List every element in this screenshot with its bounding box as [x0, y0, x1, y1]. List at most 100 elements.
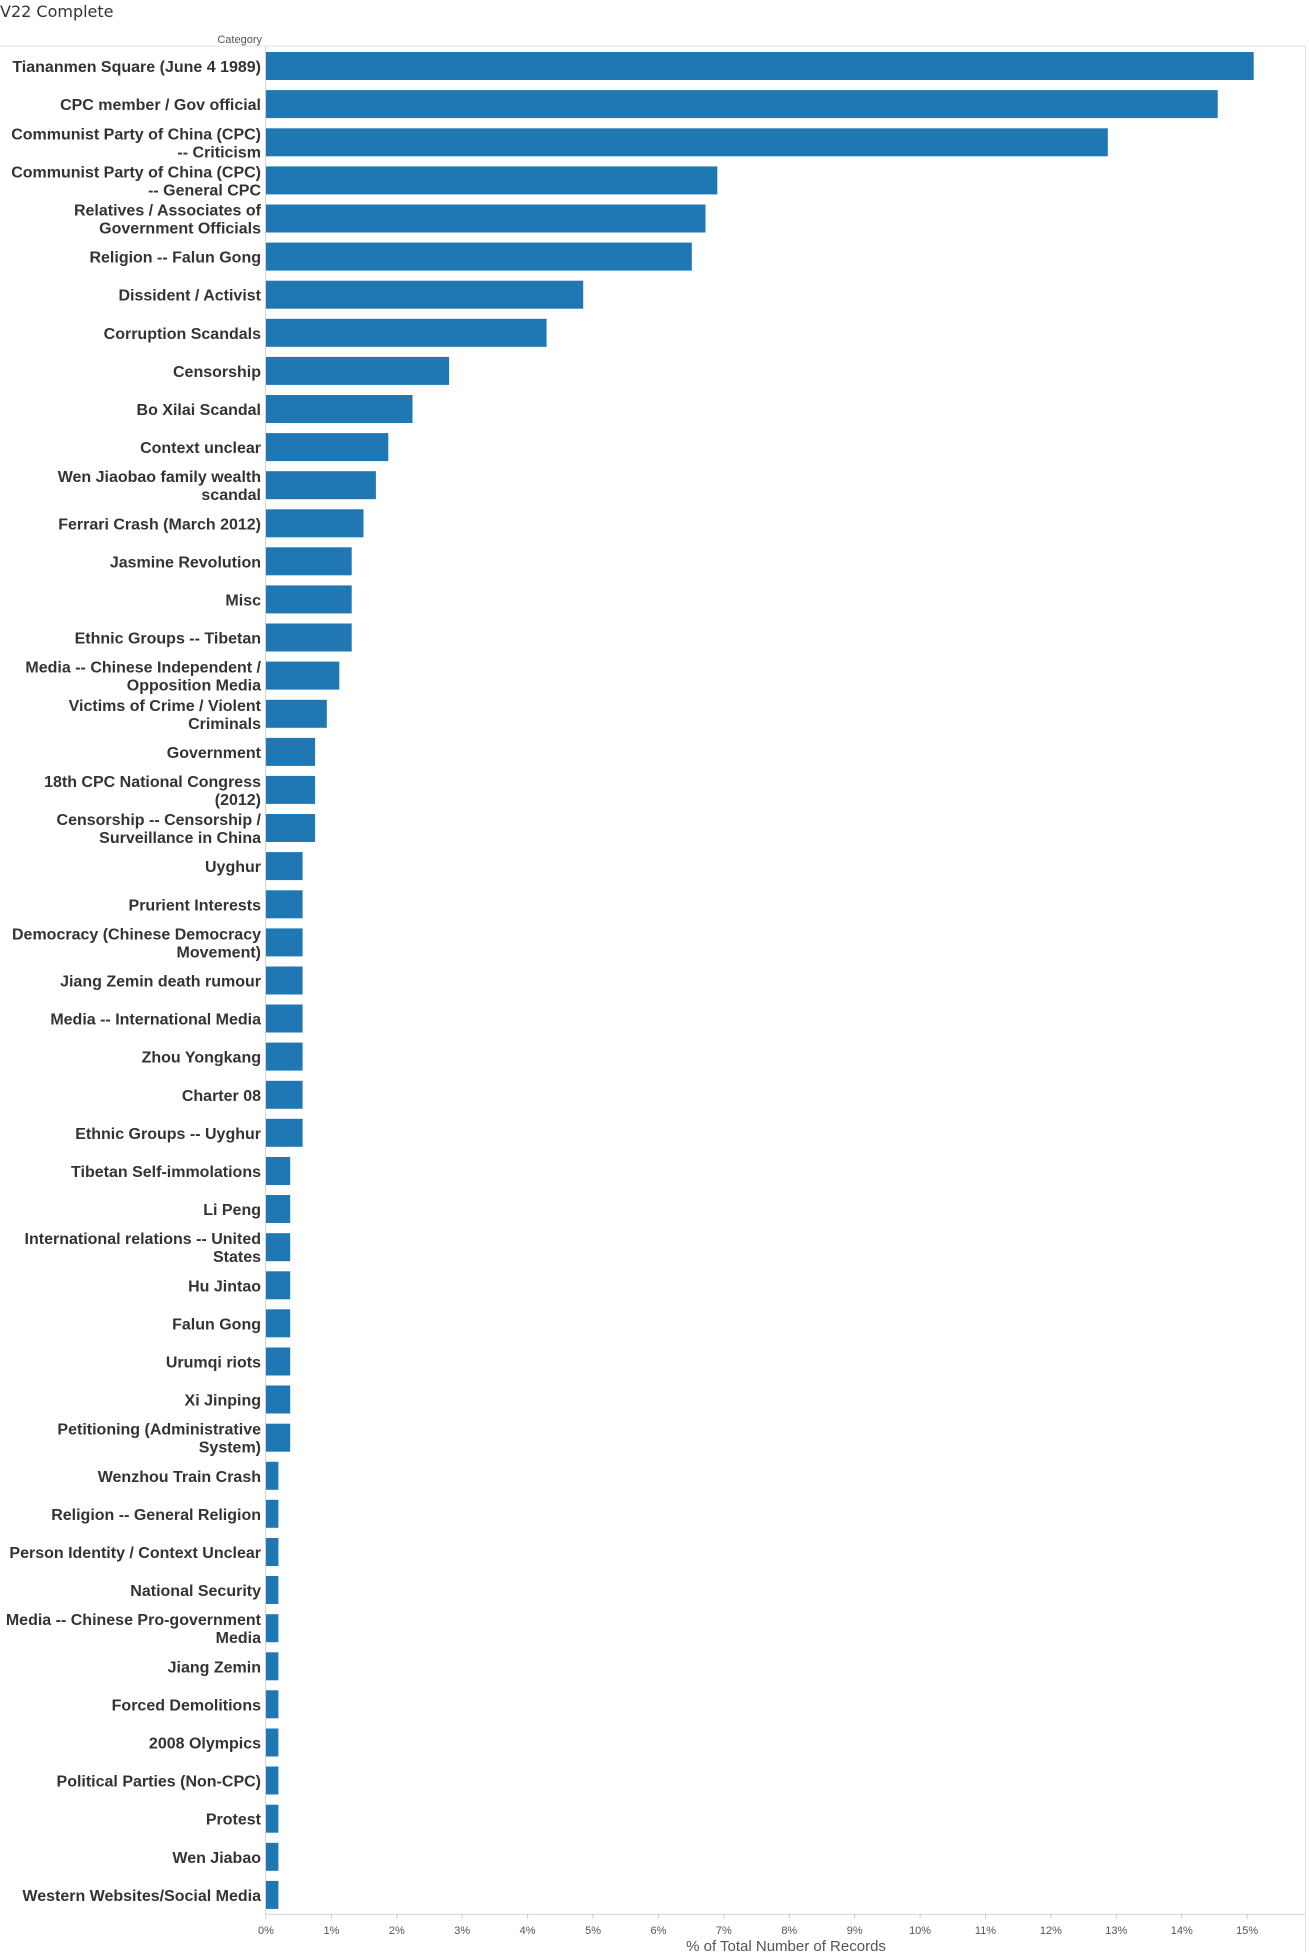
bar[interactable] — [266, 1004, 303, 1033]
category-label: Democracy (Chinese Democracy Movement) — [12, 926, 261, 961]
bar[interactable] — [266, 1309, 291, 1338]
bar[interactable] — [266, 1576, 279, 1604]
bar[interactable] — [266, 52, 1254, 80]
category-label: Victims of Crime / Violent Criminals — [69, 698, 262, 733]
category-label: Communist Party of China (CPC) -- General… — [11, 164, 261, 199]
category-label: 18th CPC National Congress (2012) — [44, 774, 261, 809]
category-label: Western Websites/Social Media — [22, 1888, 261, 1905]
x-tick-label: 10% — [909, 1925, 931, 1937]
x-tick-label: 14% — [1171, 1925, 1193, 1937]
bar[interactable] — [266, 737, 316, 766]
bar[interactable] — [266, 1766, 279, 1795]
category-label: Protest — [206, 1812, 262, 1829]
bar[interactable] — [266, 1842, 279, 1871]
category-label: CPC member / Gov official — [60, 97, 261, 114]
bar[interactable] — [266, 1880, 279, 1909]
category-label: Tiananmen Square (June 4 1989) — [12, 59, 261, 76]
category-label: Censorship -- Censorship / Surveillance i… — [57, 812, 262, 847]
category-label: National Security — [130, 1583, 261, 1600]
category-label: Person Identity / Context Unclear — [9, 1545, 261, 1562]
bar[interactable] — [266, 1080, 303, 1109]
bar[interactable] — [266, 1690, 279, 1719]
bar[interactable] — [266, 1423, 291, 1452]
bar[interactable] — [266, 928, 303, 957]
bar[interactable] — [266, 1652, 279, 1681]
x-tick-label: 15% — [1236, 1925, 1258, 1937]
bar[interactable] — [266, 547, 352, 576]
bar[interactable] — [266, 471, 376, 500]
bar[interactable] — [266, 90, 1218, 119]
bar[interactable] — [266, 204, 706, 233]
category-label: International relations -- United States — [25, 1231, 262, 1266]
x-tick-label: 0% — [258, 1925, 274, 1937]
category-label: Urumqi riots — [166, 1355, 261, 1372]
category-label: Context unclear — [140, 440, 261, 457]
category-label: Jiang Zemin — [168, 1659, 261, 1676]
bar[interactable] — [266, 1271, 291, 1300]
bar[interactable] — [266, 1538, 279, 1566]
category-label: Falun Gong — [172, 1316, 261, 1333]
bar[interactable] — [266, 890, 303, 919]
bar[interactable] — [266, 1157, 291, 1185]
bar[interactable] — [266, 356, 450, 385]
bar[interactable] — [266, 623, 352, 652]
category-label: Government — [167, 745, 262, 762]
bar[interactable] — [266, 661, 340, 690]
bar[interactable] — [266, 1195, 291, 1223]
bar[interactable] — [266, 1385, 291, 1414]
bar[interactable] — [266, 242, 692, 271]
x-tick-label: 4% — [520, 1925, 536, 1937]
bar[interactable] — [266, 814, 316, 842]
bar[interactable] — [266, 1728, 279, 1757]
bar[interactable] — [266, 128, 1108, 157]
category-label: Uyghur — [205, 859, 261, 876]
bar[interactable] — [266, 1804, 279, 1833]
category-label: Dissident / Activist — [118, 288, 261, 305]
category-label: Corruption Scandals — [104, 326, 261, 343]
bar[interactable] — [266, 1614, 279, 1643]
bars-group — [266, 52, 1254, 1909]
bar[interactable] — [266, 966, 303, 995]
category-label: Prurient Interests — [129, 897, 262, 914]
x-tick-label: 3% — [454, 1925, 470, 1937]
bar[interactable] — [266, 1042, 303, 1071]
bar[interactable] — [266, 395, 413, 423]
bar[interactable] — [266, 433, 389, 462]
x-tick-label: 8% — [781, 1925, 797, 1937]
bar[interactable] — [266, 775, 316, 804]
bar[interactable] — [266, 1347, 291, 1376]
x-tick-label: 9% — [847, 1925, 863, 1937]
x-axis-title: % of Total Number of Records — [686, 1938, 886, 1952]
bar[interactable] — [266, 1461, 279, 1490]
category-label: Communist Party of China (CPC) -- Critici… — [11, 126, 261, 161]
category-label: Zhou Yongkang — [142, 1050, 261, 1067]
category-label: Censorship — [173, 364, 261, 381]
bar[interactable] — [266, 699, 327, 728]
category-label: Tibetan Self-immolations — [71, 1164, 261, 1181]
chart-frame — [0, 45, 1306, 1952]
category-label: Misc — [225, 592, 261, 609]
category-label: Ferrari Crash (March 2012) — [58, 516, 261, 533]
x-axis-ticks-group: 0% 1% 2% 3% 4% 5% 6% 7% 8% 9% 10% 11% 12% 13% 14% 15% — [258, 1913, 1258, 1937]
category-label: Xi Jinping — [185, 1393, 261, 1410]
bar[interactable] — [266, 509, 364, 538]
category-label: Charter 08 — [182, 1088, 261, 1105]
bar[interactable] — [266, 585, 352, 614]
bar[interactable] — [266, 280, 584, 309]
category-label: Wen Jiaobao family wealth scandal — [58, 469, 261, 504]
bar[interactable] — [266, 166, 718, 195]
bar[interactable] — [266, 318, 547, 347]
category-label: Political Parties (Non-CPC) — [57, 1774, 261, 1791]
bar[interactable] — [266, 1499, 279, 1528]
category-label: Hu Jintao — [188, 1278, 261, 1295]
x-tick-label: 2% — [389, 1925, 405, 1937]
category-label: Media -- International Media — [50, 1012, 261, 1029]
category-label: Petitioning (Administrative System) — [57, 1422, 261, 1457]
bar[interactable] — [266, 1118, 303, 1147]
bar[interactable] — [266, 1233, 291, 1262]
category-label: Religion -- Falun Gong — [89, 250, 261, 267]
category-label: Wenzhou Train Crash — [98, 1469, 261, 1486]
bar[interactable] — [266, 852, 303, 881]
category-label: Media -- Chinese Pro-government Media — [6, 1612, 262, 1647]
